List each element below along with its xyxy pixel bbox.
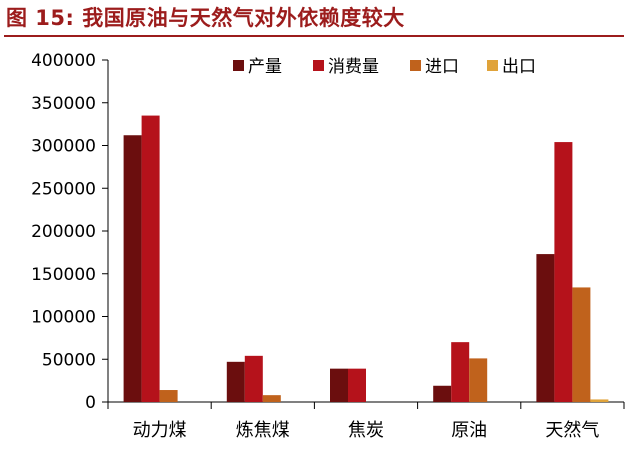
bar	[226, 361, 245, 402]
y-axis: 0 50000 100000 150000 200000 250000 300000 3500…	[31, 51, 109, 413]
y-tick-label: 400000	[31, 51, 96, 71]
bar	[451, 342, 470, 402]
bar	[159, 390, 178, 402]
x-tick-label: 原油	[451, 420, 487, 441]
x-tick-label: 动力煤	[133, 420, 187, 441]
x-tick-label: 天然气	[545, 420, 599, 441]
legend-swatch	[410, 60, 421, 71]
bar	[590, 399, 609, 402]
bar	[141, 115, 160, 402]
y-tick-label: 150000	[31, 265, 96, 285]
bar	[123, 135, 142, 403]
x-tick-label: 焦炭	[348, 420, 384, 441]
y-tick-label: 350000	[31, 94, 96, 114]
y-tick-label: 50000	[42, 350, 96, 370]
bar	[572, 287, 591, 402]
title-rule	[4, 35, 624, 37]
x-axis: 动力煤 炼焦煤 焦炭 原油 天然气	[107, 401, 625, 441]
legend-label: 消费量	[328, 57, 379, 77]
bar	[262, 395, 281, 402]
bar	[554, 142, 573, 402]
bar	[244, 355, 263, 402]
bars	[123, 115, 609, 403]
y-tick-label: 100000	[31, 308, 96, 328]
bar	[330, 368, 348, 402]
bar	[469, 358, 488, 402]
legend-label: 产量	[248, 57, 282, 77]
y-tick-label: 200000	[31, 222, 96, 242]
y-tick-label: 250000	[31, 179, 96, 199]
bar	[433, 385, 452, 402]
x-tick-label: 炼焦煤	[236, 420, 290, 441]
legend: 产量 消费量 进口 出口	[233, 57, 536, 77]
legend-label: 进口	[425, 57, 459, 77]
y-tick-label: 0	[85, 393, 96, 413]
chart-title: 图 15: 我国原油与天然气对外依赖度较大	[6, 6, 405, 30]
legend-label: 出口	[502, 57, 536, 77]
legend-swatch	[487, 60, 498, 71]
bar	[536, 254, 555, 402]
legend-swatch	[233, 60, 244, 71]
bar	[348, 368, 366, 402]
legend-swatch	[313, 60, 324, 71]
y-tick-label: 300000	[31, 137, 96, 157]
